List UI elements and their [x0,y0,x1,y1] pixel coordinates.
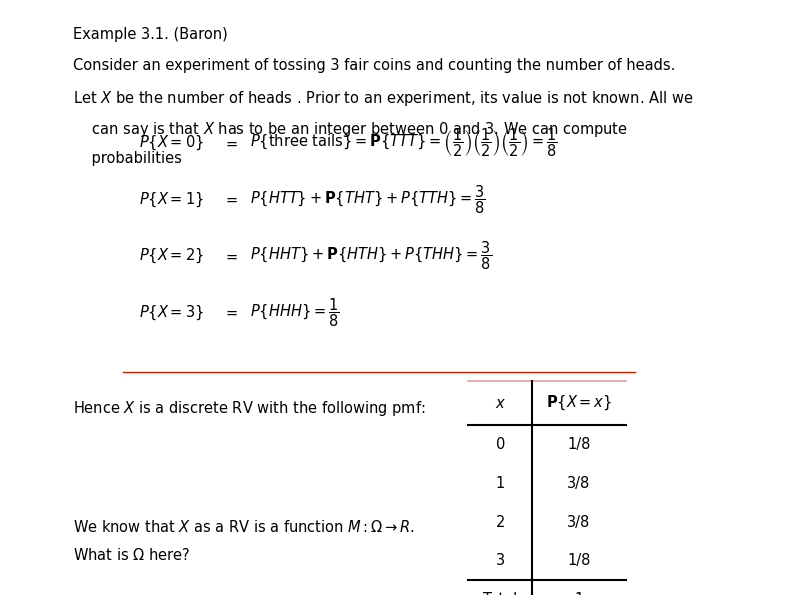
Text: $=$: $=$ [222,248,238,264]
Text: Consider an experiment of tossing 3 fair coins and counting the number of heads.: Consider an experiment of tossing 3 fair… [73,58,676,73]
Text: 0: 0 [495,437,505,452]
Text: What is $\Omega$ here?: What is $\Omega$ here? [73,547,191,563]
Text: We know that $X$ as a RV is a function $M:\Omega \rightarrow R$.: We know that $X$ as a RV is a function $… [73,519,415,535]
Text: probabilities: probabilities [73,151,182,165]
Text: $=$: $=$ [222,135,238,151]
Text: $P\{HTT\}+\mathbf{P}\{THT\}+P\{TTH\} = \dfrac{3}{8}$: $P\{HTT\}+\mathbf{P}\{THT\}+P\{TTH\} = \… [250,183,486,215]
Text: Hence $X$ is a discrete RV with the following pmf:: Hence $X$ is a discrete RV with the foll… [73,399,426,418]
Text: 3: 3 [495,553,505,568]
Text: $=$: $=$ [222,192,238,207]
Text: $x$: $x$ [495,396,506,411]
Text: 1: 1 [574,592,584,595]
Text: 2: 2 [495,515,505,530]
Text: $P\{X=2\}$: $P\{X=2\}$ [139,247,204,265]
Text: Total: Total [483,592,518,595]
Text: $P\{X=0\}$: $P\{X=0\}$ [139,134,204,152]
Text: 1/8: 1/8 [567,553,591,568]
Text: 3/8: 3/8 [567,515,591,530]
Text: $P\{X=3\}$: $P\{X=3\}$ [139,303,204,321]
Text: Let $X$ be the number of heads . Prior to an experiment, its value is not known.: Let $X$ be the number of heads . Prior t… [73,89,693,108]
Text: Example 3.1. (Baron): Example 3.1. (Baron) [73,27,228,42]
Text: 1: 1 [495,476,505,491]
Text: 1/8: 1/8 [567,437,591,452]
Text: $=$: $=$ [222,305,238,320]
Text: $P\{HHH\} = \dfrac{1}{8}$: $P\{HHH\} = \dfrac{1}{8}$ [250,296,340,328]
Text: $P\{\mathrm{three\ tails}\} = \mathbf{P}\{TTT\} = \left(\dfrac{1}{2}\right)\left: $P\{\mathrm{three\ tails}\} = \mathbf{P}… [250,127,558,159]
Text: 3/8: 3/8 [567,476,591,491]
Text: $P\{HHT\}+\mathbf{P}\{HTH\}+P\{THH\} = \dfrac{3}{8}$: $P\{HHT\}+\mathbf{P}\{HTH\}+P\{THH\} = \… [250,240,492,272]
Text: $\mathbf{P}\{X=x\}$: $\mathbf{P}\{X=x\}$ [545,394,612,412]
Text: can say is that $X$ has to be an integer between 0 and 3. We can compute: can say is that $X$ has to be an integer… [73,120,628,139]
Text: $P\{X=1\}$: $P\{X=1\}$ [139,190,204,208]
